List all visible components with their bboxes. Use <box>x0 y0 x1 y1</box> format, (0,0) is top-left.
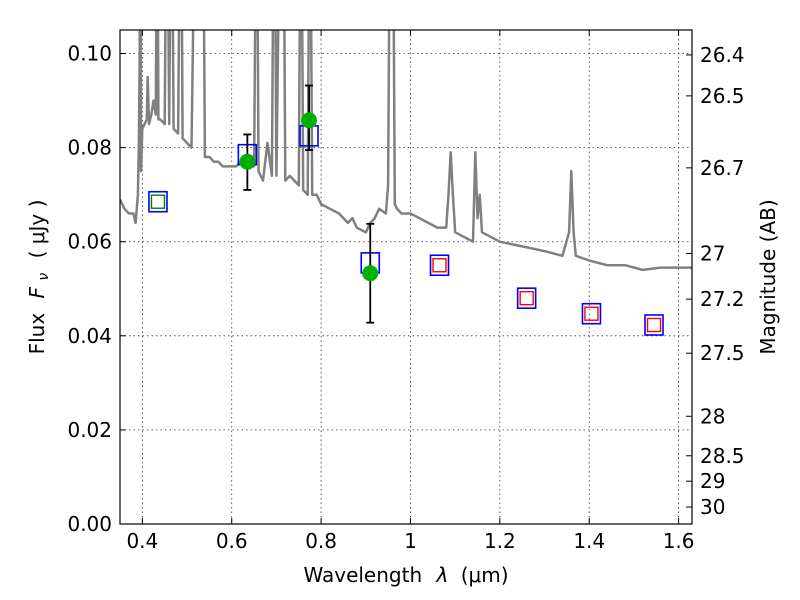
plot-frame <box>119 29 693 525</box>
y2-tick-label: 26.5 <box>700 84 745 108</box>
y-axis-label-text: Flux <box>25 313 49 355</box>
model-box <box>519 290 534 306</box>
x-tick-label: 0.4 <box>126 529 158 553</box>
y2-tick-label: 28 <box>700 404 725 428</box>
y2-tick-label: 29 <box>700 469 725 493</box>
measurement-point <box>362 265 379 282</box>
y-tick-label: 0.06 <box>67 230 112 254</box>
x-tick-label: 0.8 <box>305 529 337 553</box>
y-tick-label: 0.04 <box>67 324 112 348</box>
y-tick-label: 0.00 <box>67 512 112 536</box>
data-layer <box>120 30 692 272</box>
y-tick-label: 0.08 <box>67 136 112 160</box>
y2-tick-label: 28.5 <box>700 444 745 468</box>
x-axis-label: Wavelength λ (μm) <box>303 563 508 587</box>
photometry-box <box>644 314 664 336</box>
y-tick-label: 0.10 <box>67 42 112 66</box>
photometry-box <box>581 302 602 325</box>
photometry-box <box>429 254 450 277</box>
y2-tick-label: 30 <box>700 495 725 519</box>
measurement-point <box>301 112 318 129</box>
y2-tick-label: 27 <box>700 241 725 265</box>
x-tick-label: 1.6 <box>663 529 695 553</box>
y2-tick-label: 26.7 <box>700 156 745 180</box>
y-axis-symbol: F <box>25 286 49 298</box>
photometry-box <box>148 190 168 213</box>
y2-axis-label: Magnitude (AB) <box>756 199 780 354</box>
measurement-point <box>239 153 256 170</box>
y2-tick-label: 26.4 <box>700 43 745 67</box>
ticks: 0.4 0.6 0.8 1 1.2 1.4 1.6 0.00 0.02 0.04 0.06 0.08 0… <box>67 30 745 553</box>
x-axis-label-text: Wavelength <box>303 563 422 587</box>
x-axis-symbol: λ <box>436 563 449 587</box>
model-box <box>584 306 599 321</box>
x-tick-label: 1.4 <box>573 529 605 553</box>
y2-tick-label: 27.2 <box>700 287 745 311</box>
y-axis-label: Flux F ν ( μJy ) <box>25 200 53 355</box>
y-axis-symbol-sub: ν <box>36 273 52 281</box>
photometry-box <box>516 287 537 309</box>
x-tick-label: 1 <box>404 529 417 553</box>
x-tick-label: 0.6 <box>216 529 248 553</box>
y-axis-unit: ( μJy ) <box>25 200 49 259</box>
model-box <box>150 194 166 209</box>
y2-tick-label: 27.5 <box>700 341 745 365</box>
spectrum-line <box>120 30 692 272</box>
x-axis-unit: (μm) <box>461 563 509 587</box>
model-box <box>432 258 447 273</box>
marker-layer <box>148 84 664 336</box>
y-tick-label: 0.02 <box>67 418 112 442</box>
x-tick-label: 1.2 <box>484 529 516 553</box>
model-box <box>646 317 662 333</box>
